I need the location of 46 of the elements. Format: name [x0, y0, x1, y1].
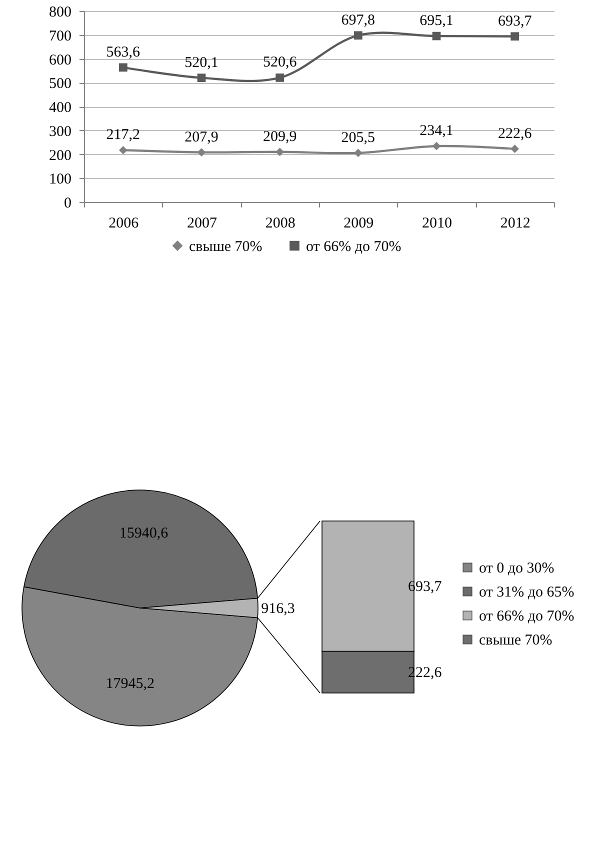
x-tick-label: 2006 — [108, 216, 140, 232]
text: свыше 70% — [479, 632, 552, 648]
x-tick-label: 2009 — [344, 216, 374, 232]
point — [510, 32, 520, 41]
point — [197, 148, 206, 157]
point — [432, 142, 441, 150]
point — [510, 144, 520, 154]
point — [118, 63, 128, 72]
x-tick-label: 2008 — [265, 216, 296, 232]
data-label: 563,6 — [106, 44, 141, 60]
y-tick-label: 0 — [64, 196, 72, 212]
data-label: 217,2 — [106, 127, 140, 144]
point — [197, 74, 206, 82]
y-tick-label: 400 — [49, 100, 72, 116]
point — [354, 31, 362, 40]
data-label: 520,6 — [262, 54, 298, 71]
legend-label: от 66% до 70% — [306, 238, 402, 255]
y-tick-label: 600 — [49, 52, 72, 68]
x-tick-label: 2010 — [422, 216, 452, 232]
point — [118, 146, 128, 154]
y-tick-label: 200 — [49, 148, 72, 164]
point — [276, 74, 284, 82]
legend-label: от 0 до 30% — [479, 560, 554, 576]
data-label: 205,5 — [341, 130, 376, 146]
x-tick-label: 2007 — [187, 216, 218, 232]
data-label: 234,1 — [420, 123, 454, 140]
legend-label: от 31% до 65% — [479, 584, 574, 600]
y-tick-label: 100 — [49, 172, 72, 188]
y-tick-label: 700 — [49, 28, 72, 44]
legend-label: свыше 70% — [189, 238, 262, 255]
data-label: 15940,6 — [119, 526, 169, 542]
data-label: 693,7 — [498, 13, 532, 30]
data-label: 697,8 — [341, 12, 376, 28]
text: от 66% до 70% — [479, 608, 574, 624]
point — [432, 32, 441, 40]
data-label: 520,1 — [184, 54, 218, 71]
y-tick-label: 800 — [49, 4, 72, 20]
data-label: 916,3 — [261, 601, 295, 617]
x-tick-label: 2012 — [500, 216, 530, 232]
data-label: 209,9 — [262, 128, 297, 145]
data-label: 695,1 — [420, 13, 454, 30]
y-tick-label: 300 — [49, 124, 72, 140]
y-tick-label: 500 — [49, 76, 72, 92]
data-label: 17945,2 — [106, 676, 154, 692]
data-label: 207,9 — [184, 129, 218, 146]
data-label: 222,6 — [498, 126, 532, 142]
